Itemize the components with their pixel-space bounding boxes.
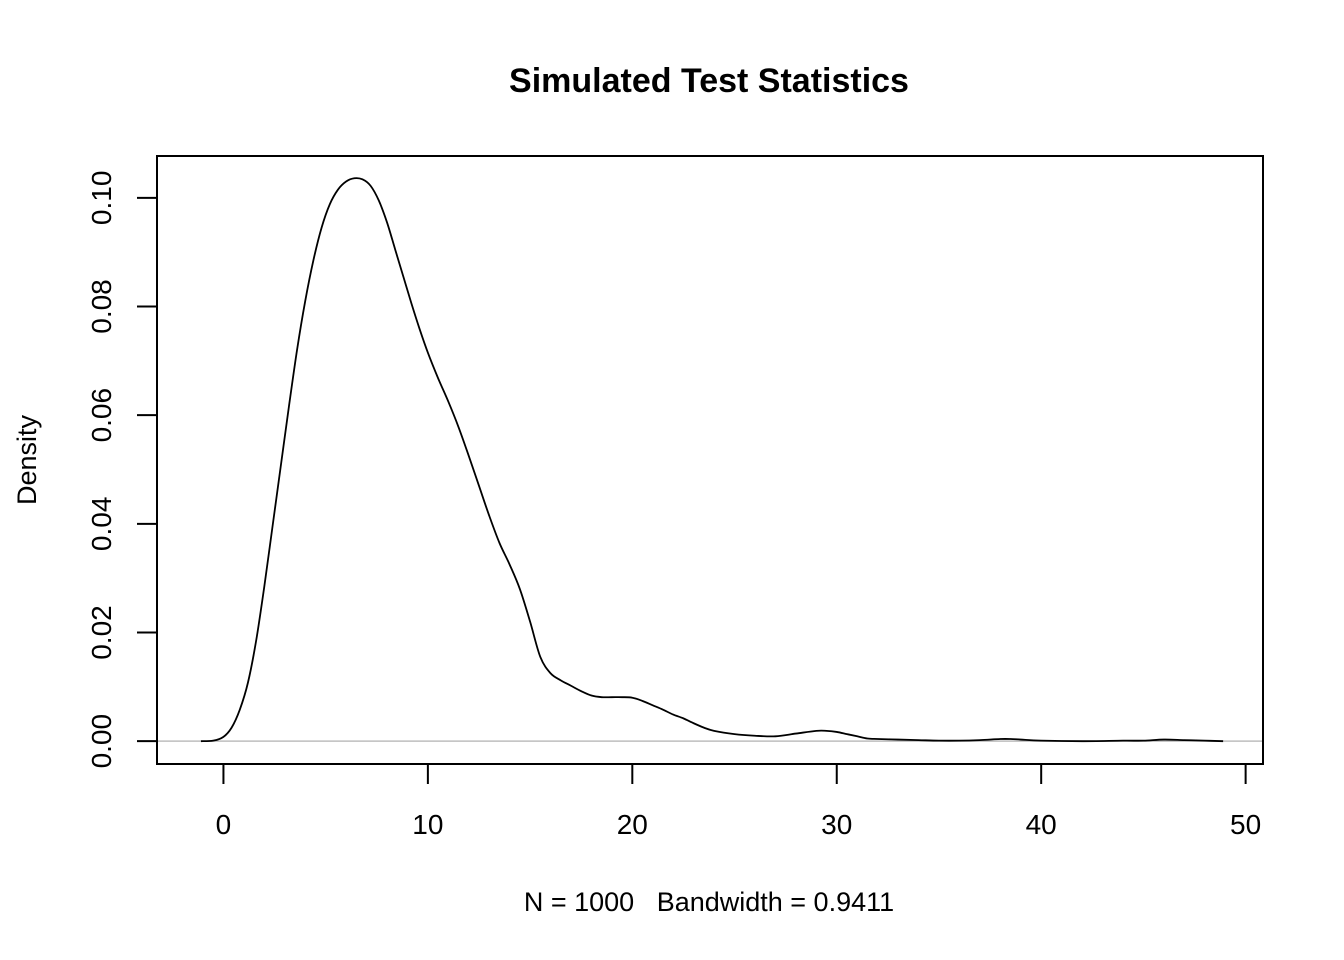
chart-title: Simulated Test Statistics <box>509 62 909 100</box>
y-tick-label: 0.06 <box>86 388 117 443</box>
y-tick-label: 0.08 <box>86 279 117 334</box>
x-tick-label: 0 <box>216 809 232 840</box>
x-tick-label: 10 <box>412 809 443 840</box>
y-tick-label: 0.10 <box>86 171 117 226</box>
x-tick-label: 50 <box>1230 809 1261 840</box>
x-axis: 0 10 20 30 40 50 <box>216 763 1261 840</box>
y-axis: 0.00 0.02 0.04 0.06 0.08 0.10 <box>86 171 158 769</box>
x-tick-label: 30 <box>821 809 852 840</box>
x-axis-label: N = 1000 Bandwidth = 0.9411 <box>524 887 894 917</box>
y-tick-label: 0.02 <box>86 605 117 660</box>
y-tick-label: 0.04 <box>86 497 117 552</box>
y-axis-label: Density <box>12 414 42 505</box>
x-tick-label: 40 <box>1026 809 1057 840</box>
y-tick-label: 0.00 <box>86 714 117 769</box>
x-tick-label: 20 <box>617 809 648 840</box>
plot-frame <box>156 155 1264 765</box>
density-curve <box>200 177 1224 743</box>
